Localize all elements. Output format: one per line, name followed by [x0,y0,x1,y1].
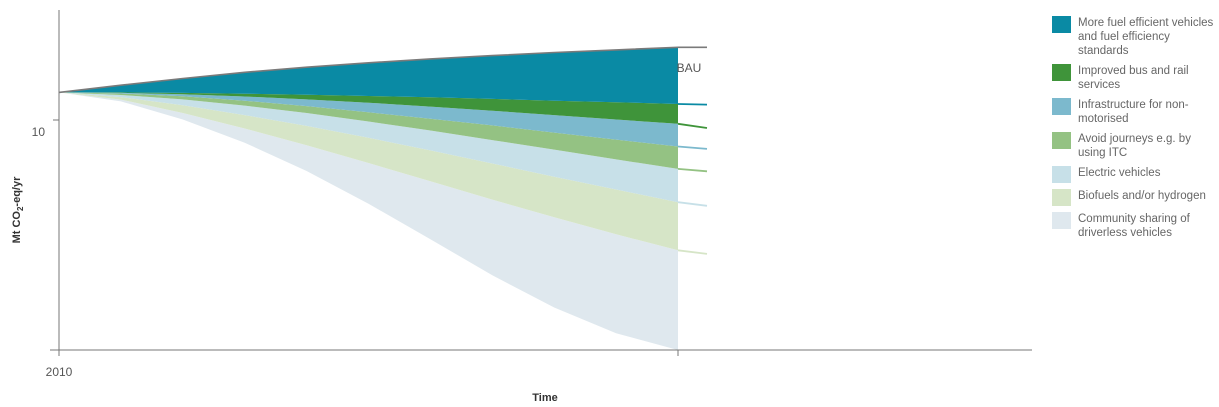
legend-swatch [1052,189,1071,206]
legend-swatch [1052,64,1071,81]
legend-label: Electric vehicles [1078,167,1161,179]
legend-item: Avoid journeys e.g. by using ITC [1052,132,1217,160]
boundary-stub-6 [677,249,708,255]
legend-swatch [1052,166,1071,183]
legend-label: Infrastructure for non-motorised [1078,99,1189,125]
legend-label: Biofuels and/or hydrogen [1078,190,1206,202]
y-axis-title: Mt CO2-eq/yr [11,176,25,244]
series-end-stubs [677,103,708,255]
boundary-stub-4 [677,168,708,173]
bau-line [58,46,707,94]
bau-label: BAU [677,61,702,75]
legend-item: Infrastructure for non-motorised [1052,98,1217,126]
legend-label: More fuel efficient vehicles and fuel ef… [1078,17,1214,57]
legend-item: Improved bus and rail services [1052,64,1217,92]
x-axis-title: Time [532,392,557,404]
chart-areas [58,46,707,351]
legend-item: More fuel efficient vehicles and fuel ef… [1052,16,1217,58]
legend-label: Avoid journeys e.g. by using ITC [1078,133,1191,159]
area-band-2 [59,92,678,124]
legend-label: Improved bus and rail services [1078,65,1189,91]
legend-swatch [1052,212,1071,229]
boundary-stub-1 [677,103,708,106]
legend-swatch [1052,132,1071,149]
area-band-7 [59,92,678,351]
boundary-stub-3 [677,145,708,150]
legend-swatch [1052,16,1071,33]
x-tick-label: 2010 [46,365,73,379]
y-tick-label: 10 [32,125,46,139]
boundary-stub-5 [677,201,708,207]
legend-swatch [1052,98,1071,115]
legend-item: Electric vehicles [1052,166,1217,183]
legend: More fuel efficient vehicles and fuel ef… [1052,16,1217,246]
area-band-1 [59,47,678,104]
legend-item: Community sharing of driverless vehicles [1052,212,1217,240]
legend-item: Biofuels and/or hydrogen [1052,189,1217,206]
legend-label: Community sharing of driverless vehicles [1078,213,1190,239]
boundary-stub-2 [677,122,708,129]
area-band-3 [59,92,678,147]
chart: 10 2010 Time Mt CO2-eq/yr BAU [11,10,1032,404]
